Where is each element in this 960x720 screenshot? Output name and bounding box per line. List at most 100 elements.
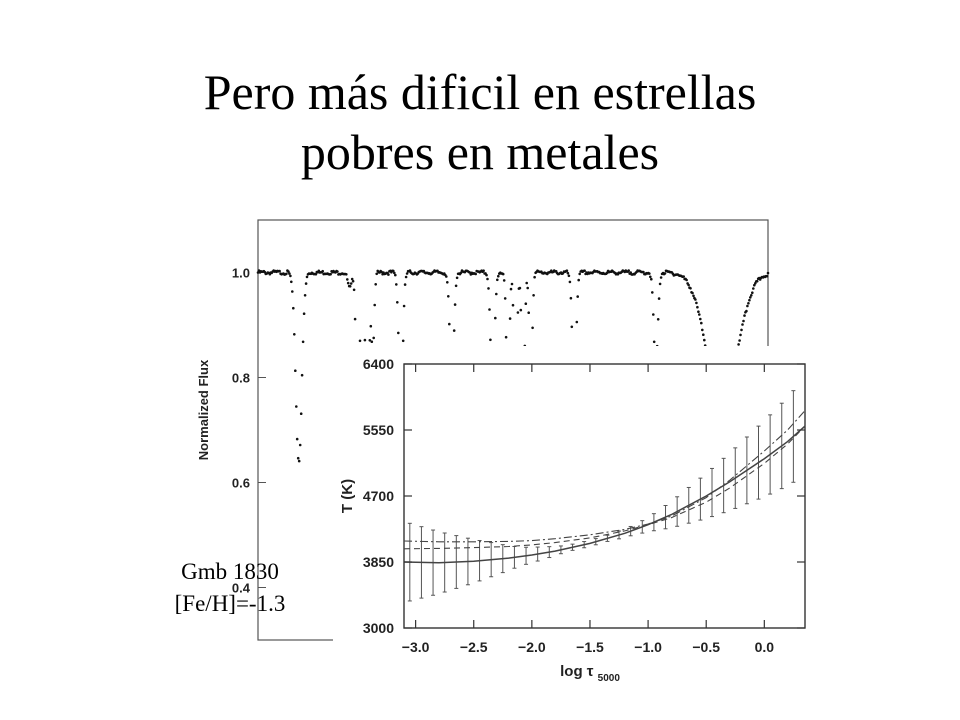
spectrum-point [452, 329, 456, 332]
temperature-x-axis-label: log τ 5000 [560, 663, 620, 684]
spectrum-point [372, 336, 376, 340]
spectrum-point [578, 272, 581, 276]
spectrum-point [394, 273, 397, 277]
spectrum-point [454, 284, 458, 288]
spectrum-point [287, 270, 290, 273]
spectrum-point [293, 333, 296, 336]
spectrum-point [649, 275, 652, 279]
temperature-x-tick-label: 0.0 [755, 639, 775, 655]
spectrum-point [304, 282, 308, 285]
spectrum-point [296, 456, 300, 460]
spectrum-point [508, 317, 512, 320]
spectrum-point [285, 272, 288, 276]
temperature-x-ticks: −3.0 −2.5 −2.0 −1.5 −1.0 −0.5 0.0 [402, 364, 774, 655]
spectrum-point [295, 405, 298, 408]
spectrum-point [489, 338, 492, 342]
spectrum-point [290, 280, 293, 284]
spectrum-point [482, 269, 485, 273]
spectrum-point [746, 304, 749, 308]
spectrum-point [392, 269, 395, 273]
spectrum-point [373, 303, 377, 307]
spectrum-point [765, 274, 769, 278]
spectrum-point [448, 322, 451, 326]
spectrum-point [305, 275, 309, 279]
spectrum-point [526, 286, 529, 290]
spectrum-point [375, 272, 379, 276]
temperature-y-tick-label: 4700 [363, 488, 394, 504]
slide-title: Pero más dificil en estrellas pobres en … [0, 62, 960, 182]
spectrum-point [502, 279, 506, 282]
temperature-y-ticks: 3000 3850 4700 5550 6400 [363, 356, 805, 636]
spectrum-point [703, 338, 706, 342]
spectrum-point [408, 269, 412, 272]
spectrum-point [702, 333, 705, 337]
spectrum-point [748, 298, 751, 302]
temperature-y-tick-label: 6400 [363, 356, 394, 372]
spectrum-point [685, 278, 688, 282]
spectrum-point [656, 318, 660, 321]
temperature-series-line-dash-dot [403, 410, 806, 543]
spectrum-point [570, 325, 574, 329]
spectrum-point [565, 269, 569, 273]
spectrum-point [301, 340, 305, 344]
spectrum-point [755, 279, 759, 283]
spectrum-point [750, 294, 753, 297]
spectrum-point [642, 270, 645, 274]
spectrum-point [314, 272, 318, 276]
spectrum-point [345, 273, 348, 276]
spectrum-point [742, 319, 745, 323]
spectrum-point [657, 297, 661, 300]
spectrum-point [397, 331, 400, 335]
spectrum-point [701, 328, 704, 332]
spectrum-point [368, 339, 372, 342]
spectrum-point [691, 291, 694, 295]
spectrum-point [510, 282, 514, 286]
spectrum-point [288, 272, 291, 275]
spectrum-point [687, 283, 690, 287]
spectrum-y-ticks: 0.4 0.6 0.8 1.0 [232, 266, 266, 596]
temperature-y-tick-label: 3000 [363, 620, 394, 636]
spectrum-point [494, 316, 497, 320]
spectrum-point [289, 274, 292, 278]
spectrum-point [348, 285, 352, 288]
spectrum-y-tick-label: 0.6 [232, 476, 250, 491]
spectrum-point [351, 279, 355, 283]
spectrum-point [329, 272, 332, 276]
spectrum-point [455, 276, 459, 280]
spectrum-point [627, 269, 630, 272]
spectrum-point [658, 282, 662, 286]
spectrum-point [737, 343, 740, 346]
star-metallicity: [Fe/H]=-1.3 [174, 591, 286, 616]
spectrum-point [569, 296, 573, 300]
spectrum-y-tick-label: 0.4 [232, 581, 251, 596]
spectrum-point [568, 280, 572, 284]
spectrum-point [446, 281, 449, 284]
spectrum-point [566, 271, 570, 275]
spectrum-point [401, 339, 405, 343]
spectrum-point [404, 275, 408, 279]
spectrum-point [393, 271, 396, 275]
spectrum-point [651, 291, 654, 294]
title-line-1: Pero más dificil en estrellas [203, 64, 757, 120]
spectrum-point [294, 369, 297, 373]
spectrum-point [518, 286, 522, 290]
spectrum-point [652, 340, 656, 344]
spectrum-point [533, 275, 536, 279]
spectrum-point [509, 287, 513, 291]
spectrum-point [659, 276, 663, 279]
spectrum-point [402, 304, 406, 308]
star-label: Gmb 1830 [Fe/H]=-1.3 [140, 556, 320, 620]
temperature-y-tick-label: 3850 [363, 554, 394, 570]
spectrum-point [698, 313, 701, 316]
spectrum-point [652, 313, 655, 316]
spectrum-point [486, 277, 489, 281]
spectrum-point [346, 278, 349, 281]
spectrum-point [577, 278, 580, 282]
spectrum-point [292, 306, 295, 310]
spectrum-point [696, 305, 699, 309]
spectrum-point [695, 301, 698, 305]
spectrum-point [370, 340, 374, 344]
spectrum-point [396, 301, 399, 304]
temperature-panel-bg [333, 346, 815, 706]
x-axis-label-main: log τ [560, 663, 594, 680]
